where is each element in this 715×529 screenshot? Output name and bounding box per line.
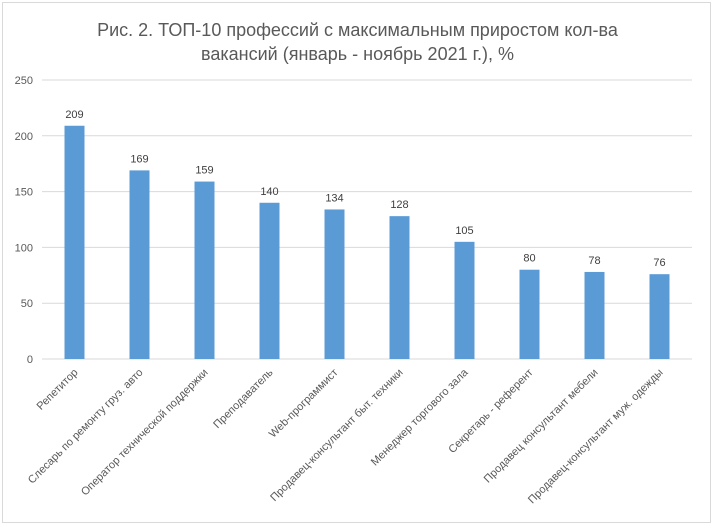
data-label: 80 <box>523 253 535 265</box>
data-label: 128 <box>390 199 408 211</box>
bar <box>519 269 540 359</box>
bars <box>64 125 670 359</box>
data-label: 159 <box>195 165 213 177</box>
x-tick-label: Слесарь по ремонту груз. авто <box>26 367 146 487</box>
x-tick-label: Продавец-консультант муж. одежды <box>526 367 666 507</box>
y-tick-label: 50 <box>21 298 33 310</box>
data-label: 134 <box>325 192 343 204</box>
bar <box>259 202 280 359</box>
y-tick-label: 0 <box>27 354 33 366</box>
y-axis: 0 50 100 150 200 250 <box>15 75 33 366</box>
chart-title: Рис. 2. ТОП-10 профессий с максимальным … <box>0 18 715 66</box>
y-tick-label: 250 <box>15 75 33 87</box>
x-tick-label: Продавец-консультант быт. техники <box>268 367 405 504</box>
y-tick-label: 200 <box>15 131 33 143</box>
data-label: 76 <box>653 257 665 269</box>
data-labels: 209 169 159 140 134 128 105 80 78 76 <box>65 109 665 269</box>
chart-frame <box>2 2 711 523</box>
x-tick-label: Репетитор <box>35 367 81 413</box>
data-label: 78 <box>588 255 600 267</box>
x-tick-label: Web-программист <box>267 367 341 441</box>
bar <box>194 181 215 359</box>
y-tick-label: 150 <box>15 187 33 199</box>
x-tick-label: Продавец консультант мебели <box>482 367 601 486</box>
bar <box>454 241 475 359</box>
chart-title-line1: Рис. 2. ТОП-10 профессий с максимальным … <box>97 20 618 40</box>
x-tick-label: Преподаватель <box>211 366 275 430</box>
x-tick-label: Оператор технической поддержки <box>79 367 211 499</box>
bar <box>389 216 410 359</box>
gridlines <box>42 79 692 360</box>
chart-title-line2: вакансий (январь - ноябрь 2021 г.), % <box>201 44 514 64</box>
data-label: 140 <box>260 186 278 198</box>
bar <box>64 125 85 359</box>
bar <box>324 209 345 359</box>
y-tick-label: 100 <box>15 242 33 254</box>
data-label: 105 <box>455 225 473 237</box>
bar <box>129 170 150 359</box>
data-label: 209 <box>65 109 83 121</box>
bar <box>649 274 670 359</box>
bar <box>584 271 605 359</box>
data-label: 169 <box>130 153 148 165</box>
